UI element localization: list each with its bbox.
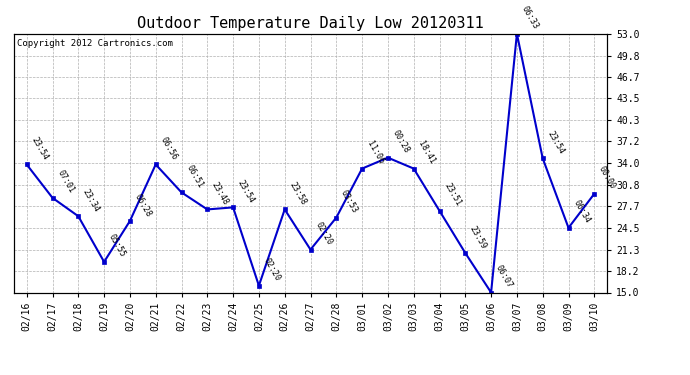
Text: 06:07: 06:07 [494,264,514,290]
Text: 06:56: 06:56 [159,135,179,162]
Text: 11:06: 11:06 [365,140,385,166]
Text: 03:53: 03:53 [339,189,359,215]
Text: 00:00: 00:00 [597,165,618,191]
Text: 23:54: 23:54 [236,178,256,205]
Text: 07:01: 07:01 [55,169,76,195]
Text: 23:58: 23:58 [288,180,308,207]
Text: 23:54: 23:54 [546,129,566,156]
Text: 06:51: 06:51 [184,164,204,190]
Text: 06:33: 06:33 [520,5,540,31]
Text: 02:20: 02:20 [313,220,333,247]
Text: 18:41: 18:41 [417,140,437,166]
Text: 06:28: 06:28 [132,192,153,218]
Text: 23:54: 23:54 [30,135,50,162]
Text: 23:51: 23:51 [442,182,462,208]
Title: Outdoor Temperature Daily Low 20120311: Outdoor Temperature Daily Low 20120311 [137,16,484,31]
Text: 23:48: 23:48 [210,180,230,207]
Text: 00:28: 00:28 [391,129,411,155]
Text: 23:59: 23:59 [468,224,489,250]
Text: 23:34: 23:34 [81,187,101,213]
Text: 02:20: 02:20 [262,257,282,283]
Text: 05:55: 05:55 [107,233,127,259]
Text: 06:34: 06:34 [571,199,591,225]
Text: Copyright 2012 Cartronics.com: Copyright 2012 Cartronics.com [17,39,172,48]
